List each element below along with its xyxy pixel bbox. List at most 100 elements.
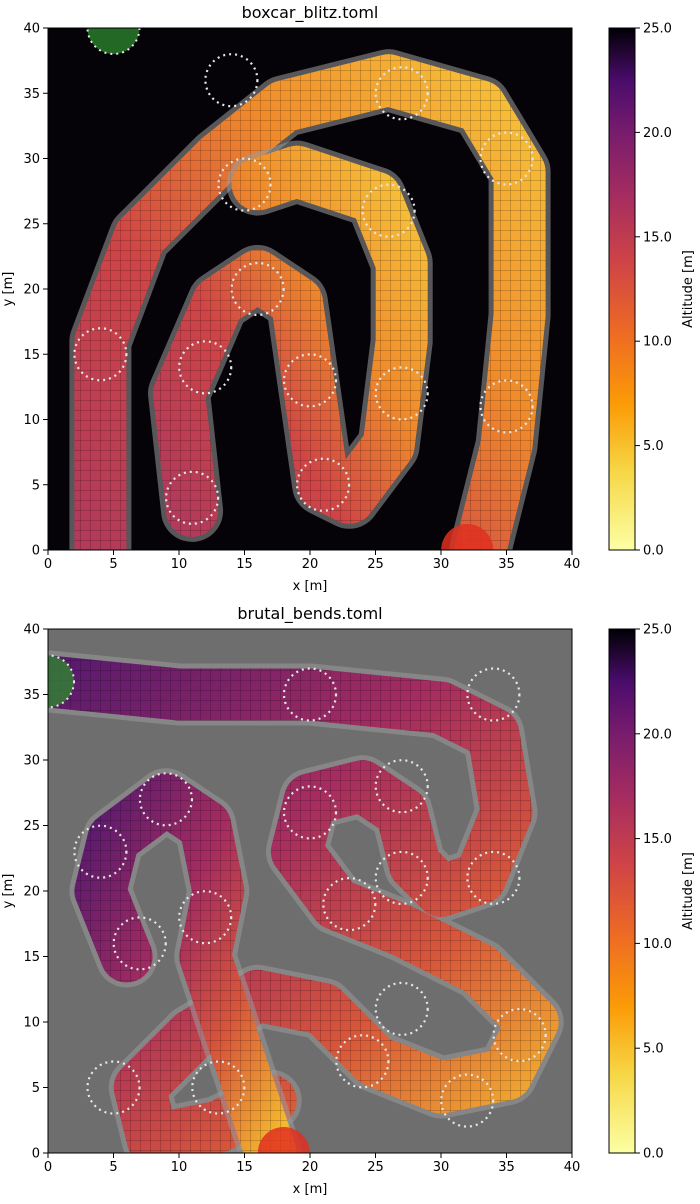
y-tick-label: 20: [23, 283, 40, 298]
checkpoint-circle: [230, 261, 285, 317]
colorbar-tick-label: 5.0: [643, 1042, 664, 1057]
colorbar-tick-label: 20.0: [643, 126, 672, 141]
track-mesh: [74, 54, 546, 550]
checkpoint-circle: [374, 981, 429, 1037]
x-axis-label: x [m]: [293, 579, 328, 594]
y-tick-label: 35: [23, 87, 40, 102]
checkpoint-circle: [466, 850, 521, 906]
colorbar-ticks: 0.0 5.0 10.0 15.0 20.0 25.0: [635, 623, 672, 1162]
colorbar-tick-label: 10.0: [643, 937, 672, 952]
checkpoints: [48, 654, 547, 1153]
y-tick-label: 15: [23, 348, 40, 363]
y-tick-label: 25: [23, 217, 40, 232]
colorbar-tick-label: 20.0: [643, 727, 672, 742]
checkpoint-circle: [204, 53, 259, 108]
y-tick-label: 35: [23, 688, 40, 703]
x-tick-label: 20: [302, 1160, 319, 1175]
checkpoint-circle: [479, 131, 534, 186]
y-axis-label: y [m]: [1, 272, 16, 307]
finish-marker: [441, 524, 494, 550]
checkpoint-circle: [112, 916, 167, 971]
y-tick-label: 5: [32, 478, 40, 493]
checkpoint-circle: [361, 183, 416, 238]
colorbar-gradient: [608, 628, 636, 1154]
checkpoint-circle: [374, 759, 429, 814]
checkpoint-circle: [322, 876, 377, 932]
heatmap-area: [48, 629, 572, 1153]
x-tick-label: 25: [367, 557, 384, 572]
x-tick-label: 0: [44, 1160, 52, 1175]
checkpoints: [73, 28, 534, 550]
colorbar-tick-label: 5.0: [643, 439, 664, 454]
y-axis-label: y [m]: [1, 874, 16, 909]
axis-ticks: 0 5 10 15 20 25 30 35 40 0 5 10 15 20 25 30 35 40: [23, 22, 580, 573]
x-axis-label: x [m]: [293, 1182, 328, 1197]
y-tick-label: 10: [23, 413, 40, 428]
axis-ticks: 0 5 10 15 20 25 30 35 40 0 5 10 15 20 25 30 35 40: [23, 623, 580, 1176]
y-tick-label: 30: [23, 152, 40, 167]
colorbar-tick-label: 0.0: [643, 1147, 664, 1162]
checkpoint-circle: [73, 327, 128, 382]
checkpoint-circle: [374, 850, 429, 906]
checkpoint-circle: [191, 1060, 246, 1115]
chart-title: brutal_bends.toml: [237, 604, 382, 624]
checkpoint-circle: [479, 379, 534, 434]
x-tick-label: 30: [433, 557, 450, 572]
start-marker: [86, 28, 141, 55]
colorbar-tick-label: 15.0: [643, 832, 672, 847]
colorbar-label: Altitude [m]: [681, 250, 696, 328]
x-tick-label: 30: [433, 1160, 450, 1175]
checkpoint-circle: [282, 667, 338, 722]
panel-boxcar-blitz: boxcar_blitz.toml 0 5 10 15 20 25 30 35 40 0 5 10 15…: [1, 3, 696, 594]
y-tick-label: 30: [23, 754, 40, 769]
y-tick-label: 20: [23, 885, 40, 900]
checkpoint-circle: [282, 785, 338, 840]
colorbar-gradient: [608, 27, 636, 551]
y-tick-label: 10: [23, 1016, 40, 1031]
checkpoint-circle: [138, 772, 193, 827]
checkpoint-circle: [466, 667, 521, 722]
x-tick-label: 25: [367, 1160, 384, 1175]
colorbar-label: Altitude [m]: [681, 852, 696, 930]
x-tick-label: 35: [498, 1160, 515, 1175]
checkpoint-circle: [178, 340, 233, 395]
heatmap-area: [48, 28, 572, 550]
checkpoint-circle: [374, 66, 429, 121]
x-tick-label: 5: [109, 557, 117, 572]
track-surface: [69, 49, 551, 550]
y-tick-label: 15: [23, 950, 40, 965]
panel-brutal-bends: brutal_bends.toml 0 5 10 15 20 25 30 35 40 0 5 10 15…: [1, 604, 696, 1197]
track-mesh: [74, 773, 297, 1153]
checkpoint-circle: [296, 457, 351, 512]
colorbar-tick-label: 10.0: [643, 335, 672, 350]
checkpoint-circle: [440, 1073, 495, 1128]
checkpoint-circle: [374, 366, 429, 421]
colorbar-tick-label: 0.0: [643, 544, 664, 559]
chart-title: boxcar_blitz.toml: [242, 3, 379, 23]
x-tick-label: 15: [236, 1160, 253, 1175]
track-mesh: [153, 145, 428, 537]
checkpoint-circle: [217, 157, 272, 212]
y-tick-label: 25: [23, 819, 40, 834]
checkpoint-circle: [492, 1007, 547, 1063]
checkpoint-circle: [86, 1060, 141, 1115]
y-tick-label: 0: [32, 1147, 40, 1162]
x-tick-label: 10: [171, 1160, 188, 1175]
checkpoint-circle: [178, 890, 233, 945]
y-tick-label: 0: [32, 544, 40, 559]
x-tick-label: 20: [302, 557, 319, 572]
colorbar-ticks: 0.0 5.0 10.0 15.0 20.0 25.0: [635, 22, 672, 559]
x-tick-label: 35: [498, 557, 515, 572]
y-tick-label: 40: [23, 22, 40, 37]
x-tick-label: 5: [109, 1160, 117, 1175]
colorbar-tick-label: 15.0: [643, 230, 672, 245]
x-tick-label: 15: [236, 557, 253, 572]
x-tick-label: 40: [564, 557, 581, 572]
checkpoint-circle: [335, 1034, 390, 1089]
y-tick-label: 5: [32, 1081, 40, 1096]
finish-marker: [257, 1127, 310, 1153]
colorbar: 0.0 5.0 10.0 15.0 20.0 25.0 Altitude [m]: [608, 22, 696, 559]
y-tick-label: 40: [23, 623, 40, 638]
colorbar: 0.0 5.0 10.0 15.0 20.0 25.0 Altitude [m]: [608, 623, 696, 1162]
